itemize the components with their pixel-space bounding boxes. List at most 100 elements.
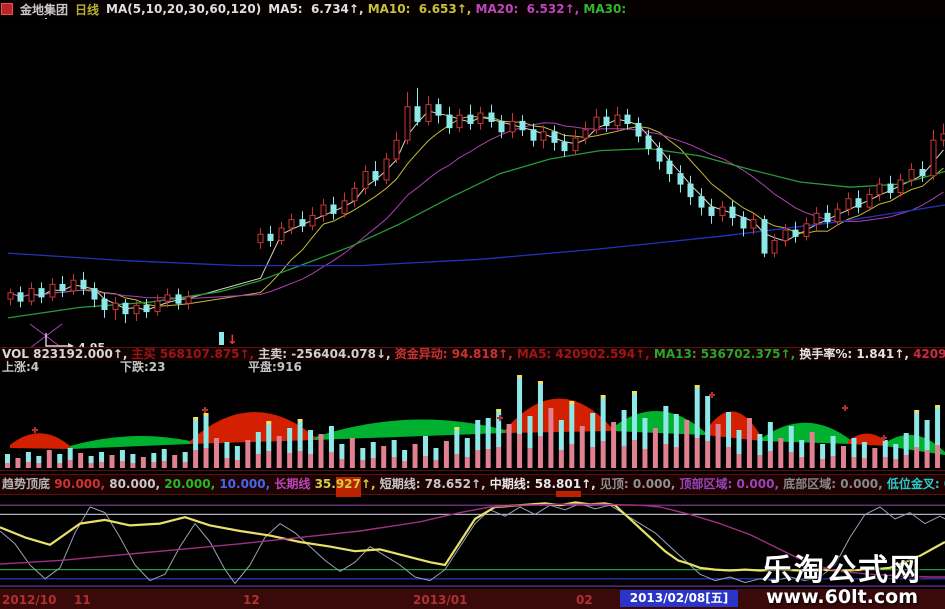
candle-body — [175, 294, 182, 304]
text-segment: 主卖: -256404.078↓, — [258, 347, 395, 361]
volume-info-row: VOL 823192.000↑, 主买 568107.875↑, 主卖: -25… — [0, 347, 945, 361]
candle-body — [477, 112, 484, 124]
candle-body — [782, 229, 789, 242]
text-segment: 见顶: 0.000, — [599, 477, 680, 491]
candle-body — [582, 129, 589, 139]
text-segment: 短期线: 78.652↑, — [379, 477, 490, 491]
text-segment: 35. — [314, 477, 336, 491]
date-label: 12 — [243, 593, 260, 607]
candle-body — [17, 292, 24, 302]
watermark: 乐淘公式网 www.60lt.com — [747, 555, 937, 608]
candle-body — [362, 171, 369, 189]
text-segment: 80.000, — [109, 477, 165, 491]
candle-body — [393, 139, 400, 160]
candle-body — [288, 219, 295, 229]
ma-line-MA5 — [10, 110, 944, 311]
candle-body — [919, 168, 926, 177]
candle-body — [803, 223, 810, 237]
candle-body — [498, 120, 505, 133]
candle-body — [278, 227, 285, 242]
candle-body — [750, 219, 757, 229]
candle-body — [330, 204, 337, 214]
text-segment: VOL 823192.000↑, — [2, 347, 132, 361]
app-icon[interactable] — [1, 3, 13, 15]
candle-body — [687, 183, 694, 198]
watermark-url: www.60lt.com — [765, 586, 919, 608]
text-segment: 10.000, — [219, 477, 275, 491]
text-segment: 927 — [335, 477, 361, 497]
candle-body — [603, 116, 610, 127]
candle-body — [143, 304, 150, 313]
decliners-count: 下跌:23 — [120, 361, 166, 374]
candle-body — [614, 114, 621, 127]
text-segment: 90.000, — [54, 477, 110, 491]
unchanged-count: 平盘:916 — [248, 361, 302, 374]
candle-body — [467, 114, 474, 124]
candle-body — [677, 173, 684, 185]
candle-body — [729, 206, 736, 219]
candle-body — [540, 131, 547, 141]
candle-body — [309, 214, 316, 227]
volume-info-values: VOL 823192.000↑, 主买 568107.875↑, 主卖: -25… — [2, 347, 945, 361]
candle-body — [133, 304, 140, 315]
candle-body — [154, 300, 161, 313]
text-segment: 趋势顶底 — [2, 477, 55, 491]
date-label: 2013/01 — [413, 593, 468, 607]
oscillator-lines — [0, 501, 945, 584]
date-axis[interactable]: 2013/02/08[五] 2012/10 11 12 2013/01 02 — [0, 589, 945, 609]
current-date-highlight: 2013/02/08[五] — [620, 590, 738, 607]
date-label: 02 — [576, 593, 593, 607]
signal-cross-markers — [32, 392, 887, 441]
candle-body — [509, 120, 516, 133]
candle-body — [446, 114, 453, 129]
candle-body — [887, 183, 894, 193]
candle-body — [897, 179, 904, 193]
text-segment: 底部区域: 0.000, — [783, 477, 887, 491]
indicator-header-row: 趋势顶底 90.000, 80.000, 20.000, 10.000, 长期线… — [0, 474, 945, 497]
text-segment: 主买 568107.875↑, — [131, 347, 259, 361]
candle-body — [771, 240, 778, 254]
title-bar: 金地集团 日线 MA(5,10,20,30,60,120) MA5: 6.734… — [0, 0, 945, 18]
candle-body — [908, 168, 915, 181]
candle-body — [341, 200, 348, 214]
candle-body — [708, 206, 715, 216]
period-label[interactable]: 日线 — [75, 2, 100, 17]
ma-line-MA120 — [7, 204, 945, 267]
candle-body — [299, 219, 306, 227]
text-segment: 换手率%: 1.841↑, — [799, 347, 914, 361]
candle-body — [824, 212, 831, 223]
candle-body — [372, 171, 379, 181]
candle-body — [70, 279, 77, 292]
candle-body — [164, 294, 171, 302]
candle-body — [49, 283, 56, 298]
candle-body — [845, 198, 852, 210]
candle-body — [940, 133, 945, 141]
candle-body — [185, 296, 192, 304]
candle-body — [488, 112, 495, 122]
volume-bars — [5, 375, 941, 468]
candle-body — [624, 114, 631, 124]
candle-body — [792, 229, 799, 237]
candle-body — [666, 160, 673, 175]
candle-body — [425, 104, 432, 122]
candle-body — [866, 194, 873, 208]
text-segment: 20.000, — [164, 477, 220, 491]
market-breadth-row: 上涨:4 下跌:23 平盘:916 — [0, 361, 945, 374]
candle-body — [561, 141, 568, 152]
text-segment: MA5: 6.734↑, — [268, 2, 368, 16]
text-segment: 420902.594↑, — [913, 347, 945, 361]
text-segment: MA5: 420902.594↑, — [516, 347, 654, 361]
ma-line-MA20 — [10, 122, 944, 300]
candle-body — [813, 212, 820, 225]
candle-body — [59, 283, 66, 292]
text-segment: ↑, — [581, 477, 600, 491]
candle-body — [351, 187, 358, 202]
candle-body — [635, 122, 642, 137]
text-segment: MA20: 6.532↑, — [475, 2, 584, 16]
candle-body — [740, 217, 747, 229]
candle-body — [855, 198, 862, 208]
date-label: 11 — [74, 593, 91, 607]
date-label: 2012/10 — [2, 593, 57, 607]
